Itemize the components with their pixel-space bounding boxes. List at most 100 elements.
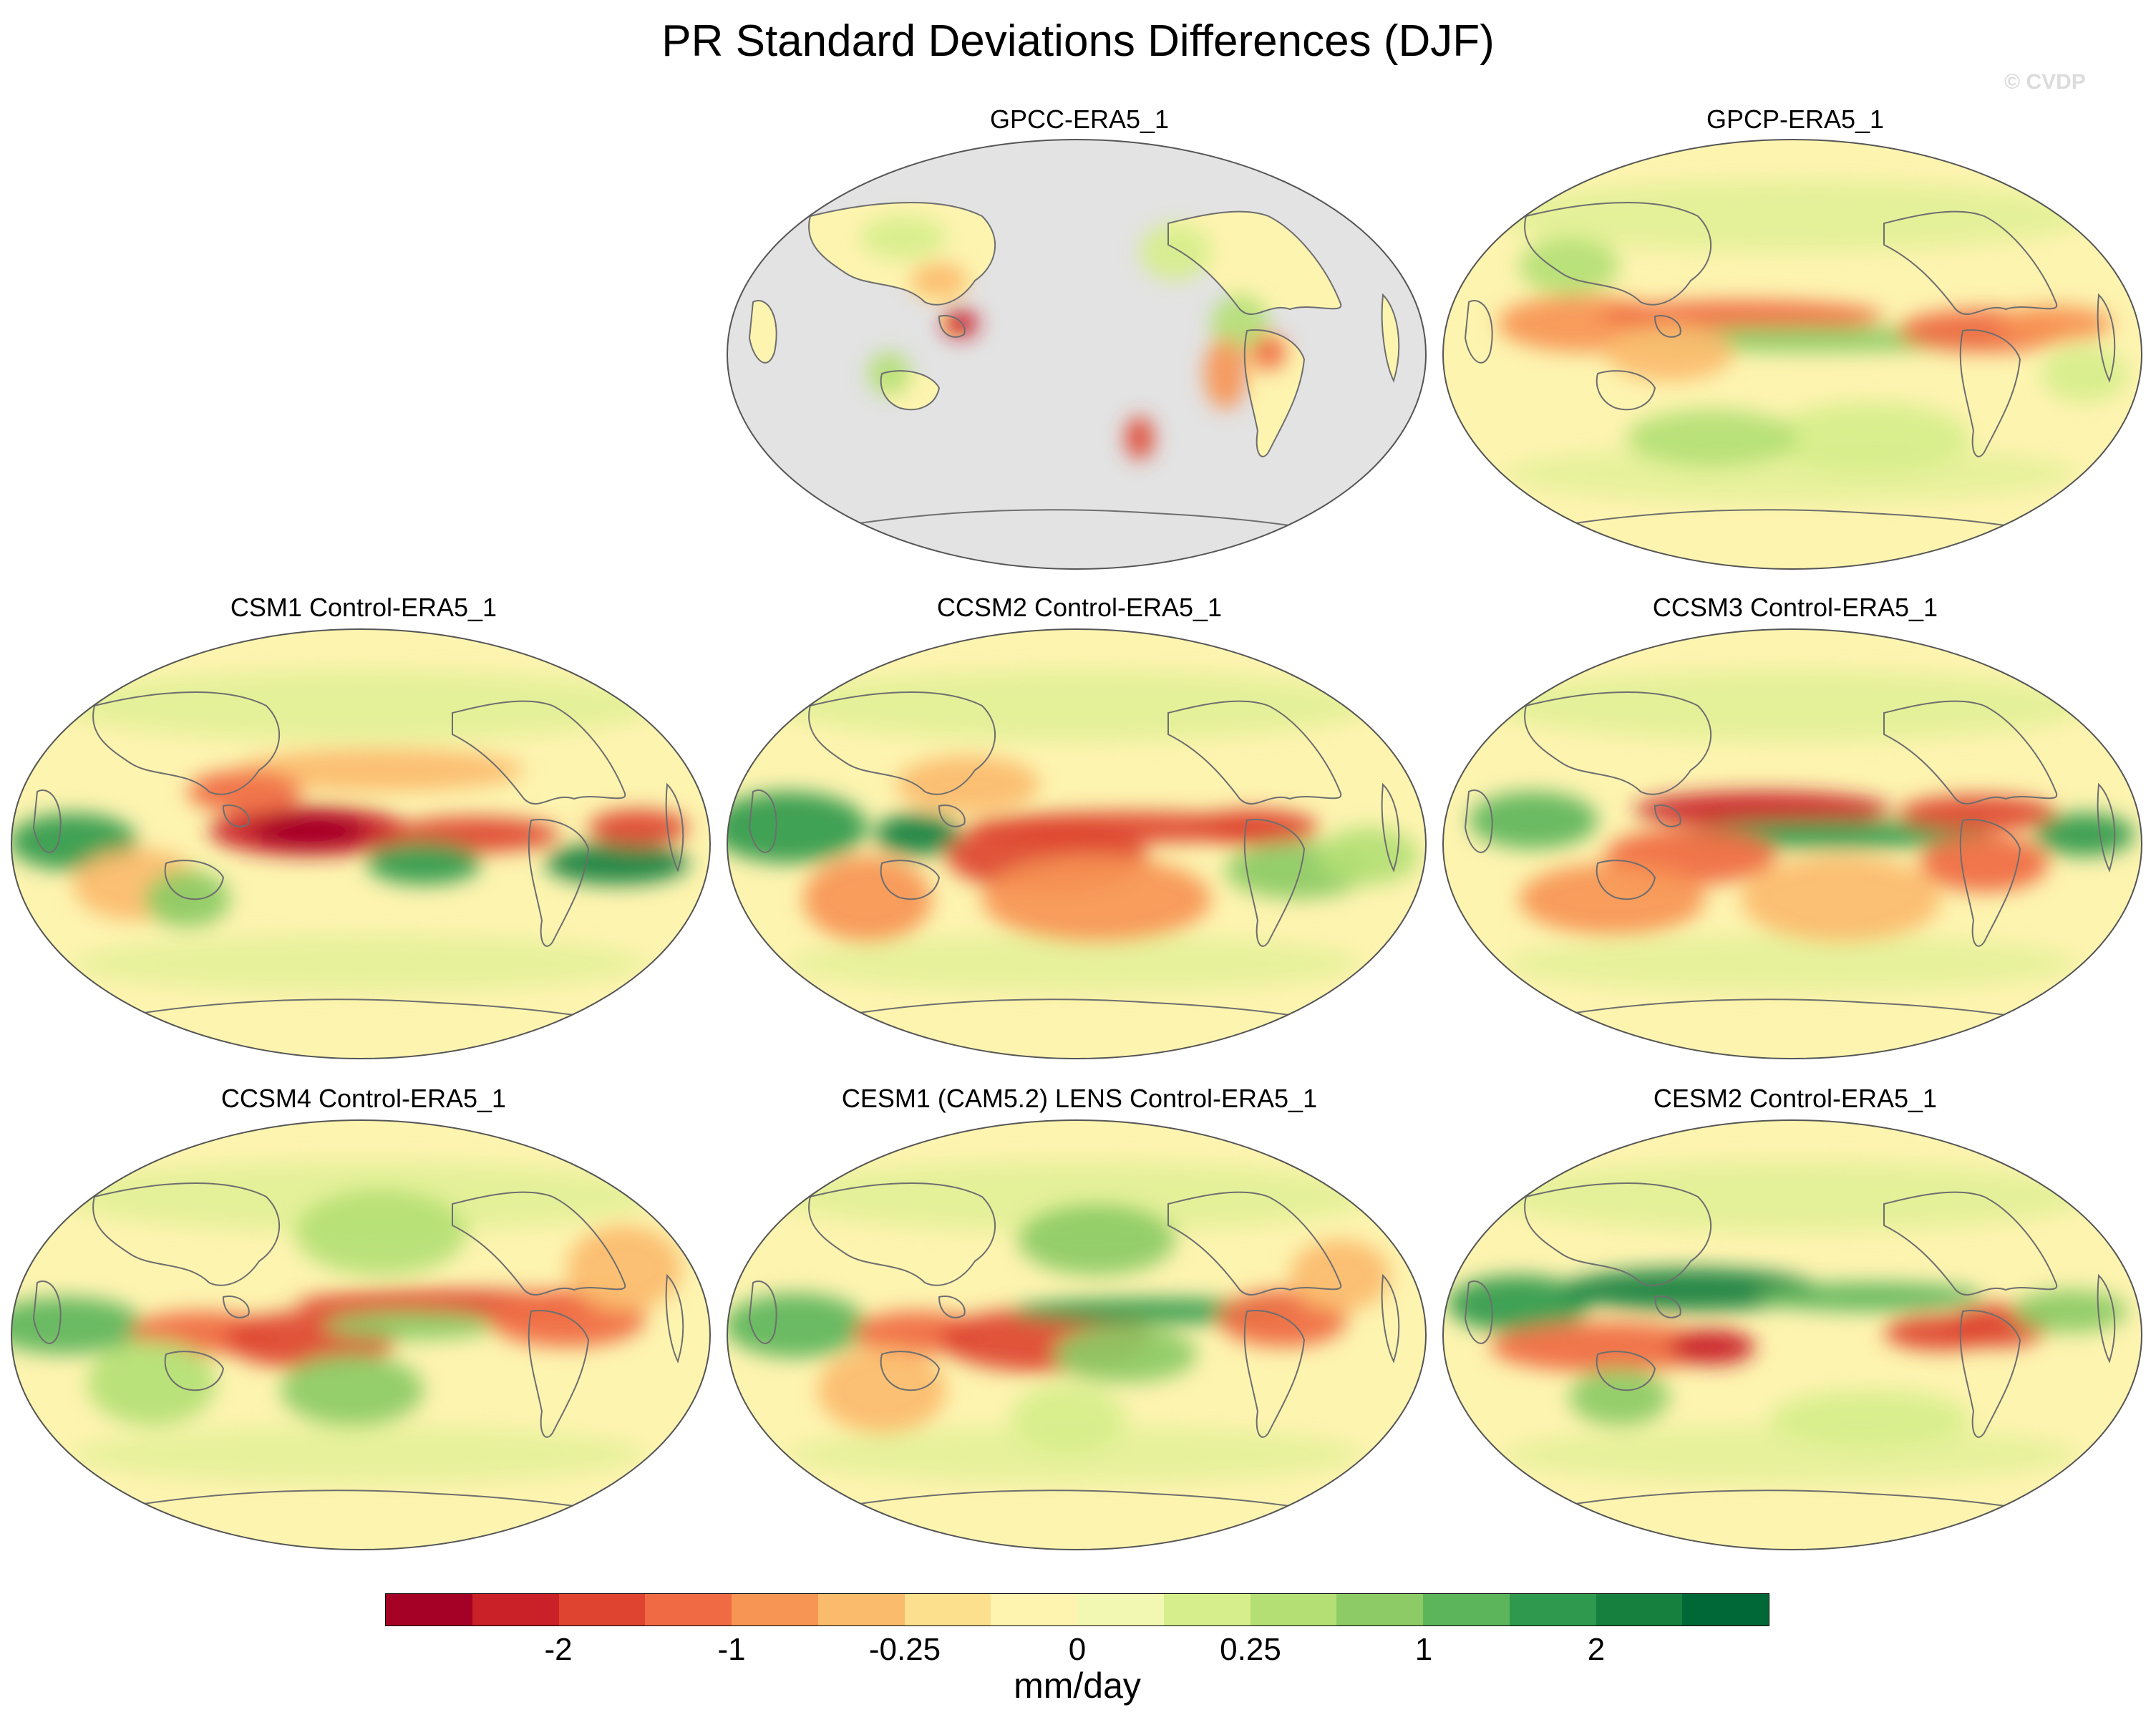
field-anomaly	[1140, 223, 1211, 281]
colorbar-tick-label: 1	[1414, 1632, 1433, 1667]
map-ccsm3	[1442, 628, 2142, 1059]
coastline	[1243, 819, 1306, 947]
field-anomaly	[1626, 409, 1798, 467]
field-anomaly	[1605, 324, 1734, 381]
coastline	[1243, 329, 1306, 457]
coastline	[1596, 860, 1656, 900]
colorbar-swatch	[1596, 1594, 1683, 1625]
field-anomaly	[2041, 345, 2127, 402]
field-band	[1490, 670, 2092, 742]
field-anomaly	[1519, 863, 1705, 935]
map-border	[1442, 1119, 2142, 1550]
field-anomaly	[2034, 813, 2135, 856]
map-gpcp	[1442, 139, 2142, 570]
field-anomaly	[1769, 1390, 1970, 1447]
coastline	[808, 1182, 996, 1286]
field-anomaly	[1054, 1326, 1197, 1383]
coastline	[1464, 300, 1493, 364]
panel-title-csm1: CSM1 Control-ERA5_1	[230, 593, 497, 622]
coastline	[665, 782, 684, 873]
field-anomaly	[588, 810, 689, 845]
panel-title-cesm2: CESM2 Control-ERA5_1	[1653, 1084, 1938, 1113]
field-anomaly	[1447, 1275, 1591, 1333]
map-gpcc	[727, 139, 1427, 570]
field-anomaly	[1519, 238, 1619, 295]
map-ccsm2	[727, 628, 1427, 1059]
panel-title-gpcc: GPCC-ERA5_1	[989, 105, 1170, 134]
coastline	[528, 819, 590, 947]
field-anomaly	[2013, 1290, 2127, 1333]
field-anomaly	[366, 842, 481, 885]
coastline	[1167, 210, 1342, 315]
colorbar-tick-label: -0.25	[868, 1632, 941, 1667]
coastline	[665, 1273, 684, 1364]
coastline	[1654, 805, 1681, 827]
coastline	[1883, 210, 2058, 315]
map-cesm2	[1442, 1119, 2142, 1550]
field-anomaly	[1755, 1283, 1984, 1311]
coastline	[831, 998, 1319, 1020]
field-anomaly	[1251, 334, 1286, 370]
field-anomaly	[1125, 417, 1154, 460]
field-band	[789, 1426, 1361, 1483]
coastline	[115, 998, 603, 1020]
coastline	[748, 1281, 777, 1344]
colorbar-tick-label: -2	[544, 1632, 573, 1667]
field-anomaly	[1490, 1322, 1719, 1372]
map-ccsm4	[11, 1119, 711, 1550]
coastline	[1524, 691, 1711, 795]
field-anomaly	[911, 263, 968, 298]
map-border	[11, 628, 711, 1059]
coastline	[1381, 1273, 1400, 1364]
colorbar-swatch	[1336, 1594, 1423, 1625]
colorbar-swatch	[817, 1594, 905, 1625]
colorbar-tick-label: 0	[1068, 1632, 1087, 1667]
panel-title-cesm1: CESM1 (CAM5.2) LENS Control-ERA5_1	[841, 1084, 1318, 1113]
coastline	[1959, 1310, 2021, 1438]
coastline	[1547, 1490, 2035, 1511]
field-anomaly	[1190, 810, 1319, 845]
colorbar-swatch	[1077, 1594, 1164, 1625]
field-anomaly	[1562, 1268, 1820, 1311]
coastline	[808, 202, 996, 306]
colorbar-swatch	[904, 1594, 991, 1625]
colorbar-swatch	[1163, 1594, 1251, 1625]
field-anomaly	[11, 1297, 145, 1354]
figure-title: PR Standard Deviations Differences (DJF)	[661, 16, 1495, 66]
map-csm1	[11, 628, 711, 1059]
field-band	[73, 935, 646, 992]
field-anomaly	[324, 1311, 495, 1340]
coastline	[1959, 819, 2021, 947]
field-anomaly	[545, 842, 689, 885]
field-anomaly	[1569, 1369, 1669, 1426]
coastline	[1883, 1191, 2058, 1296]
coastline	[2097, 1273, 2116, 1364]
colorbar-swatch	[645, 1594, 732, 1625]
coastline	[1381, 782, 1400, 873]
coastline	[1167, 700, 1342, 805]
field-anomaly	[1319, 827, 1419, 885]
coastline	[92, 691, 280, 795]
colorbar-tick-label: 0.25	[1220, 1632, 1281, 1667]
colorbar-tick-label: 2	[1587, 1632, 1606, 1667]
field-anomaly	[1469, 792, 1598, 849]
coastline	[880, 860, 941, 900]
colorbar-swatch	[991, 1594, 1077, 1625]
coastline	[32, 789, 62, 853]
coastline	[1596, 1351, 1656, 1391]
field-anomaly	[87, 1340, 216, 1426]
land-area	[749, 301, 777, 363]
coastline	[1381, 293, 1400, 383]
coastline	[1464, 1281, 1493, 1344]
coastline	[1524, 1182, 1711, 1286]
field-band	[1490, 1161, 2092, 1233]
map-border	[727, 1119, 1427, 1550]
colorbar-swatch	[472, 1594, 559, 1625]
field-anomaly	[896, 756, 1039, 813]
coastline	[164, 1351, 225, 1391]
coastline	[1654, 1296, 1681, 1318]
map-cesm1	[727, 1119, 1427, 1550]
panel-title-ccsm2: CCSM2 Control-ERA5_1	[936, 593, 1223, 622]
colorbar-swatch	[386, 1594, 472, 1625]
map-border	[727, 139, 1427, 570]
